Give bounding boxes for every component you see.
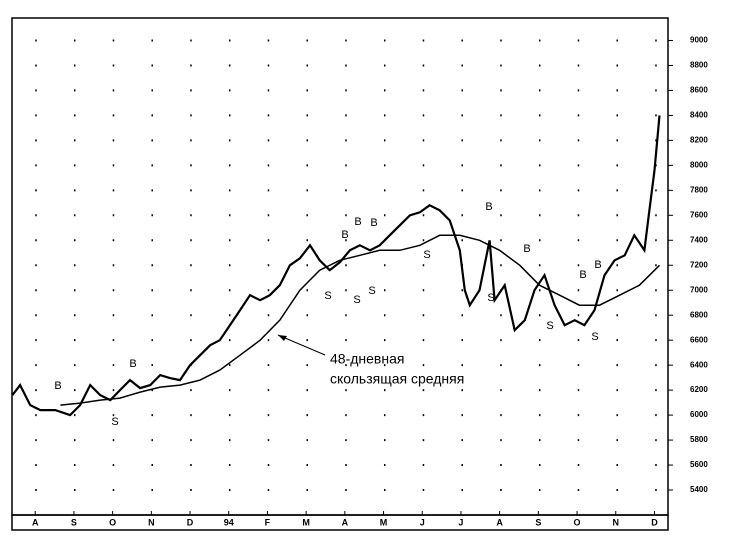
signal-label: S — [591, 331, 598, 343]
annotation-line: 48-дневная — [330, 351, 404, 367]
y-tick-label: 8800 — [690, 61, 708, 70]
y-tick-label: 7800 — [690, 185, 708, 194]
x-tick-label: D — [187, 517, 194, 527]
annotation-line: скользящая средняя — [330, 371, 464, 387]
y-tick-label: 8200 — [690, 135, 708, 144]
signal-label: B — [579, 269, 586, 281]
signal-label: B — [129, 358, 136, 370]
y-tick-label: 5800 — [690, 435, 708, 444]
x-tick-label: 94 — [224, 517, 234, 527]
x-tick-label: J — [458, 517, 463, 527]
x-tick-label: J — [420, 517, 425, 527]
y-tick-label: 5400 — [690, 485, 708, 494]
x-tick-label: O — [574, 517, 581, 527]
y-tick-label: 8400 — [690, 111, 708, 120]
x-tick-label: A — [32, 517, 39, 527]
y-tick-label: 9000 — [690, 36, 708, 45]
arrow-head — [278, 335, 287, 341]
y-tick-label: 8600 — [690, 86, 708, 95]
x-tick-label: M — [302, 517, 310, 527]
x-tick-label: M — [380, 517, 388, 527]
y-tick-label: 7400 — [690, 235, 708, 244]
price-line — [11, 115, 661, 417]
signal-label: S — [487, 292, 494, 304]
signal-label: S — [324, 290, 331, 302]
y-tick-label: 7000 — [690, 285, 708, 294]
signal-label: B — [54, 380, 61, 392]
x-tick-label: D — [651, 517, 658, 527]
x-tick-label: O — [109, 517, 116, 527]
signal-label: S — [111, 416, 118, 428]
x-tick-label: N — [148, 517, 155, 527]
signal-label: B — [354, 216, 361, 228]
y-tick-label: 6200 — [690, 385, 708, 394]
x-tick-label: S — [71, 517, 77, 527]
plot-frame — [11, 17, 669, 516]
moving-average-line — [60, 234, 661, 406]
y-tick-label: 7200 — [690, 260, 708, 269]
x-tick-label: F — [265, 517, 271, 527]
annotation-arrow — [277, 334, 326, 356]
y-tick-label: 6800 — [690, 310, 708, 319]
signal-label: S — [368, 285, 375, 297]
signal-label: S — [546, 320, 553, 332]
signal-label: B — [485, 201, 492, 213]
signal-label: B — [523, 243, 530, 255]
signal-label: B — [341, 229, 348, 241]
x-tick-label: S — [535, 517, 541, 527]
y-tick-label: 5600 — [690, 460, 708, 469]
x-tick-label: N — [613, 517, 620, 527]
y-tick-label: 6000 — [690, 410, 708, 419]
signal-label: B — [594, 259, 601, 271]
x-axis-strip — [11, 514, 669, 531]
y-tick-label: 6400 — [690, 360, 708, 369]
y-tick-label: 6600 — [690, 335, 708, 344]
x-tick-label: A — [342, 517, 349, 527]
signal-label: S — [353, 294, 360, 306]
signal-label: B — [370, 217, 377, 229]
y-tick-label: 8000 — [690, 160, 708, 169]
y-tick-label: 7600 — [690, 210, 708, 219]
x-tick-label: A — [496, 517, 503, 527]
signal-label: S — [423, 249, 430, 261]
